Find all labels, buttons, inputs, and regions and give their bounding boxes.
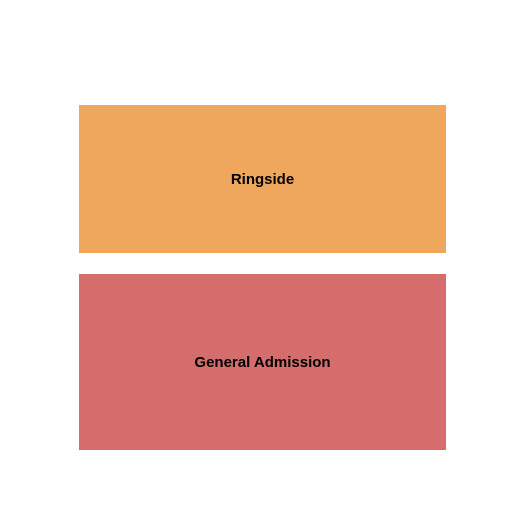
section-label: General Admission bbox=[194, 354, 330, 371]
seating-section-ringside[interactable]: Ringside bbox=[79, 105, 446, 253]
seating-section-general-admission[interactable]: General Admission bbox=[79, 274, 446, 450]
section-label: Ringside bbox=[231, 171, 294, 188]
